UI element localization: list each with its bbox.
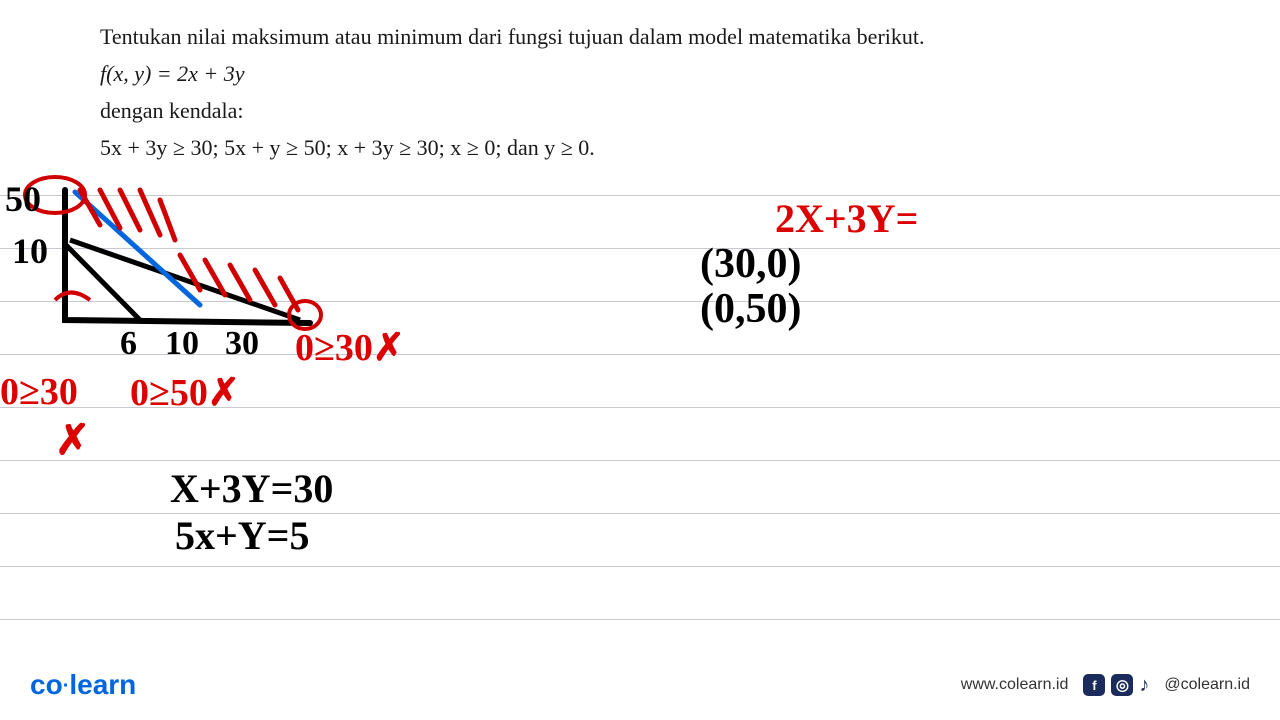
ruled-paper	[0, 170, 1280, 690]
objective: 2X+3Y=	[775, 195, 918, 242]
x-axis-30: 30	[225, 325, 259, 363]
problem-line3: dengan kendala:	[100, 94, 1240, 127]
x-axis-6: 6	[120, 325, 137, 363]
point-2: (0,50)	[700, 285, 801, 333]
facebook-icon: f	[1083, 674, 1105, 696]
big-x: ✗	[55, 415, 90, 465]
check-030x-right: 0≥30✗	[295, 325, 405, 370]
check-030: 0≥30	[0, 370, 78, 414]
logo: co·learn	[30, 669, 136, 701]
footer-url: www.colearn.id	[961, 676, 1069, 694]
eq-2: 5x+Y=5	[175, 512, 309, 559]
point-1: (30,0)	[700, 240, 801, 288]
y-axis-50: 50	[5, 178, 41, 220]
footer-handle: @colearn.id	[1164, 676, 1250, 694]
eq-1: X+3Y=30	[170, 465, 333, 512]
footer: co·learn www.colearn.id f ◎ ♪ @colearn.i…	[0, 665, 1280, 705]
y-axis-10: 10	[12, 230, 48, 272]
footer-right: www.colearn.id f ◎ ♪ @colearn.id	[961, 674, 1250, 697]
problem-line4: 5x + 3y ≥ 30; 5x + y ≥ 50; x + 3y ≥ 30; …	[100, 131, 1240, 164]
x-axis-10: 10	[165, 325, 199, 363]
problem-line1: Tentukan nilai maksimum atau minimum dar…	[100, 20, 1240, 53]
problem-line2: f(x, y) = 2x + 3y	[100, 57, 1240, 90]
problem-statement: Tentukan nilai maksimum atau minimum dar…	[100, 20, 1240, 164]
check-050x: 0≥50✗	[130, 370, 240, 415]
instagram-icon: ◎	[1111, 674, 1133, 696]
tiktok-icon: ♪	[1139, 674, 1149, 697]
social-icons: f ◎ ♪	[1083, 674, 1149, 697]
